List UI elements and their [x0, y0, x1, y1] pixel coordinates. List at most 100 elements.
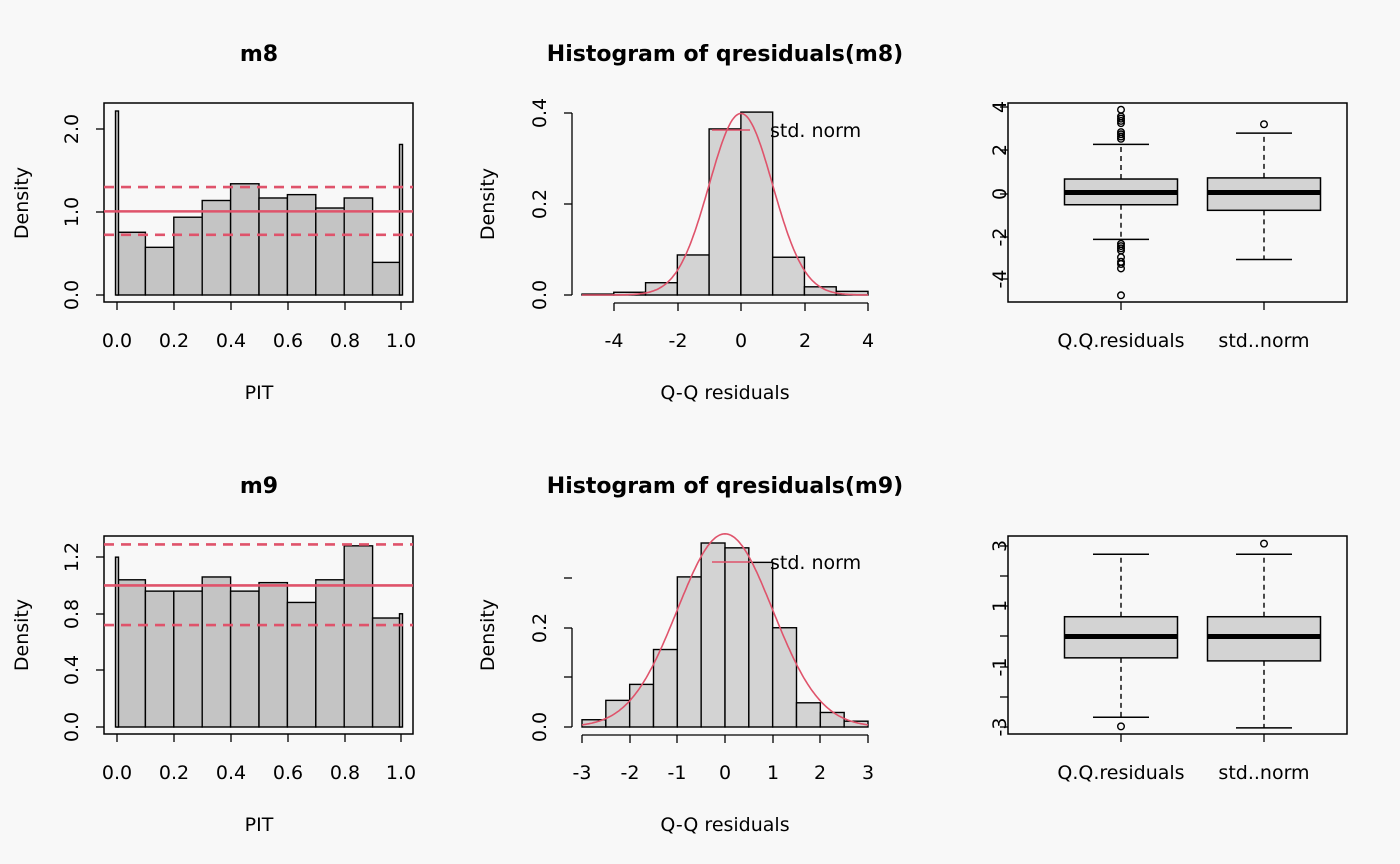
y-tick-label: 0.0 — [529, 712, 551, 742]
y-tick-label: 0.4 — [529, 98, 551, 128]
edge-bar — [398, 613, 404, 728]
x-axis-label: PIT — [245, 814, 274, 836]
outlier-point — [1116, 134, 1125, 143]
x-tick-label: 1.0 — [386, 330, 416, 352]
boxplot-2 — [1206, 120, 1322, 261]
category-label: std..norm — [1218, 762, 1309, 784]
edge-bar — [114, 110, 120, 296]
category-label: Q.Q.residuals — [1057, 330, 1184, 352]
outlier-point — [1116, 291, 1125, 300]
outlier-point — [1116, 259, 1125, 268]
outlier-point — [1116, 119, 1125, 128]
histogram-bar — [286, 193, 317, 296]
histogram-bar — [819, 711, 845, 728]
y-tick-label: 3 — [989, 540, 1011, 552]
normal-density-curve — [582, 112, 868, 296]
chart-title: m9 — [240, 474, 278, 499]
histogram-bar — [258, 197, 289, 296]
x-tick-label: 0.0 — [102, 330, 132, 352]
chart-title: Histogram of qresiduals(m9) — [547, 474, 903, 499]
y-tick-label: -3 — [989, 718, 1011, 737]
x-tick-label: 0.4 — [216, 762, 246, 784]
x-tick-label: 1.0 — [386, 762, 416, 784]
x-tick-label: 4 — [862, 330, 874, 352]
y-axis: 0.0 0.2 0.4 — [529, 98, 573, 310]
outlier-point — [1116, 264, 1125, 273]
x-tick-label: 0.2 — [159, 330, 189, 352]
x-tick-label: 1 — [767, 762, 779, 784]
category-label: std..norm — [1218, 330, 1309, 352]
histogram-bar — [315, 579, 345, 728]
histogram-bar — [700, 542, 726, 728]
histogram-bar — [173, 216, 203, 296]
histogram-bar — [201, 199, 232, 296]
histogram-bar — [771, 256, 806, 296]
histogram-bar — [628, 683, 655, 728]
y-tick-label: 4 — [989, 101, 1011, 113]
outlier-point — [1116, 105, 1125, 114]
x-axis: -4 -2 0 2 4 — [605, 302, 874, 352]
category-label: Q.Q.residuals — [1057, 762, 1184, 784]
y-tick-label: 0.4 — [61, 655, 83, 685]
histogram-bar — [708, 128, 742, 296]
y-tick-label: -4 — [989, 270, 1011, 289]
x-axis-label: PIT — [245, 382, 274, 404]
y-tick-label: -1 — [989, 658, 1011, 677]
bars — [114, 110, 404, 296]
plot-frame — [103, 102, 414, 303]
y-tick-label: 1 — [989, 600, 1011, 612]
normal-density-curve — [581, 532, 869, 726]
y-tick-label: 0 — [989, 188, 1011, 200]
histogram-bar — [740, 111, 774, 296]
bars — [581, 542, 869, 728]
plot-frame — [1007, 535, 1348, 735]
y-axis: 0.0 0.4 0.8 1.2 — [61, 542, 104, 742]
y-tick-label: 1.0 — [61, 197, 83, 227]
histogram-bar — [644, 282, 679, 296]
chart-title: m8 — [240, 42, 278, 67]
y-axis: -4 -2 0 2 4 — [989, 101, 1011, 289]
edge-bar — [398, 143, 404, 296]
x-axis: 0.0 0.2 0.4 0.6 0.8 1.0 — [102, 302, 416, 352]
x-tick-label: 0.8 — [330, 762, 360, 784]
histogram-bar — [724, 547, 750, 728]
histogram-bar — [803, 286, 837, 296]
histogram-bar — [371, 261, 402, 296]
x-tick-label: 0.4 — [216, 330, 246, 352]
y-axis: -3 -1 1 3 — [989, 540, 1011, 737]
x-tick-label: 0.6 — [273, 762, 303, 784]
x-tick-label: -3 — [573, 762, 592, 784]
x-tick-label: 0.2 — [159, 762, 189, 784]
y-axis-label: Density — [477, 599, 499, 671]
outlier-point — [1259, 539, 1268, 548]
histogram-bar — [371, 617, 402, 728]
y-axis: 0.0 0.2 — [529, 577, 573, 742]
boxplot-2 — [1206, 539, 1322, 729]
x-tick-label: 0.0 — [102, 762, 132, 784]
x-tick-label: -1 — [668, 762, 687, 784]
chart-title: Histogram of qresiduals(m8) — [547, 42, 903, 67]
y-tick-label: 0.8 — [61, 599, 83, 629]
histogram-bar — [286, 601, 317, 728]
edge-bar — [114, 556, 120, 728]
y-tick-label: 1.2 — [61, 542, 83, 572]
y-axis-label: Density — [477, 168, 499, 240]
histogram-bar — [116, 231, 147, 296]
y-tick-label: 0.2 — [529, 613, 551, 643]
boxplot-1 — [1063, 105, 1179, 300]
y-tick-label: 0.2 — [529, 189, 551, 219]
y-axis-label: Density — [11, 167, 33, 239]
bars — [114, 545, 404, 728]
y-axis-label: Density — [11, 599, 33, 671]
outlier-point — [1259, 120, 1268, 129]
histogram-bar — [343, 197, 374, 296]
histogram-bar — [748, 561, 774, 728]
legend-label: std. norm — [770, 120, 861, 142]
y-tick-label: -2 — [989, 228, 1011, 247]
histogram-bar — [652, 648, 679, 728]
y-tick-label: 0.0 — [61, 280, 83, 310]
x-tick-label: 0.8 — [330, 330, 360, 352]
x-tick-label: -4 — [605, 330, 624, 352]
x-axis-label: Q-Q residuals — [660, 382, 789, 404]
